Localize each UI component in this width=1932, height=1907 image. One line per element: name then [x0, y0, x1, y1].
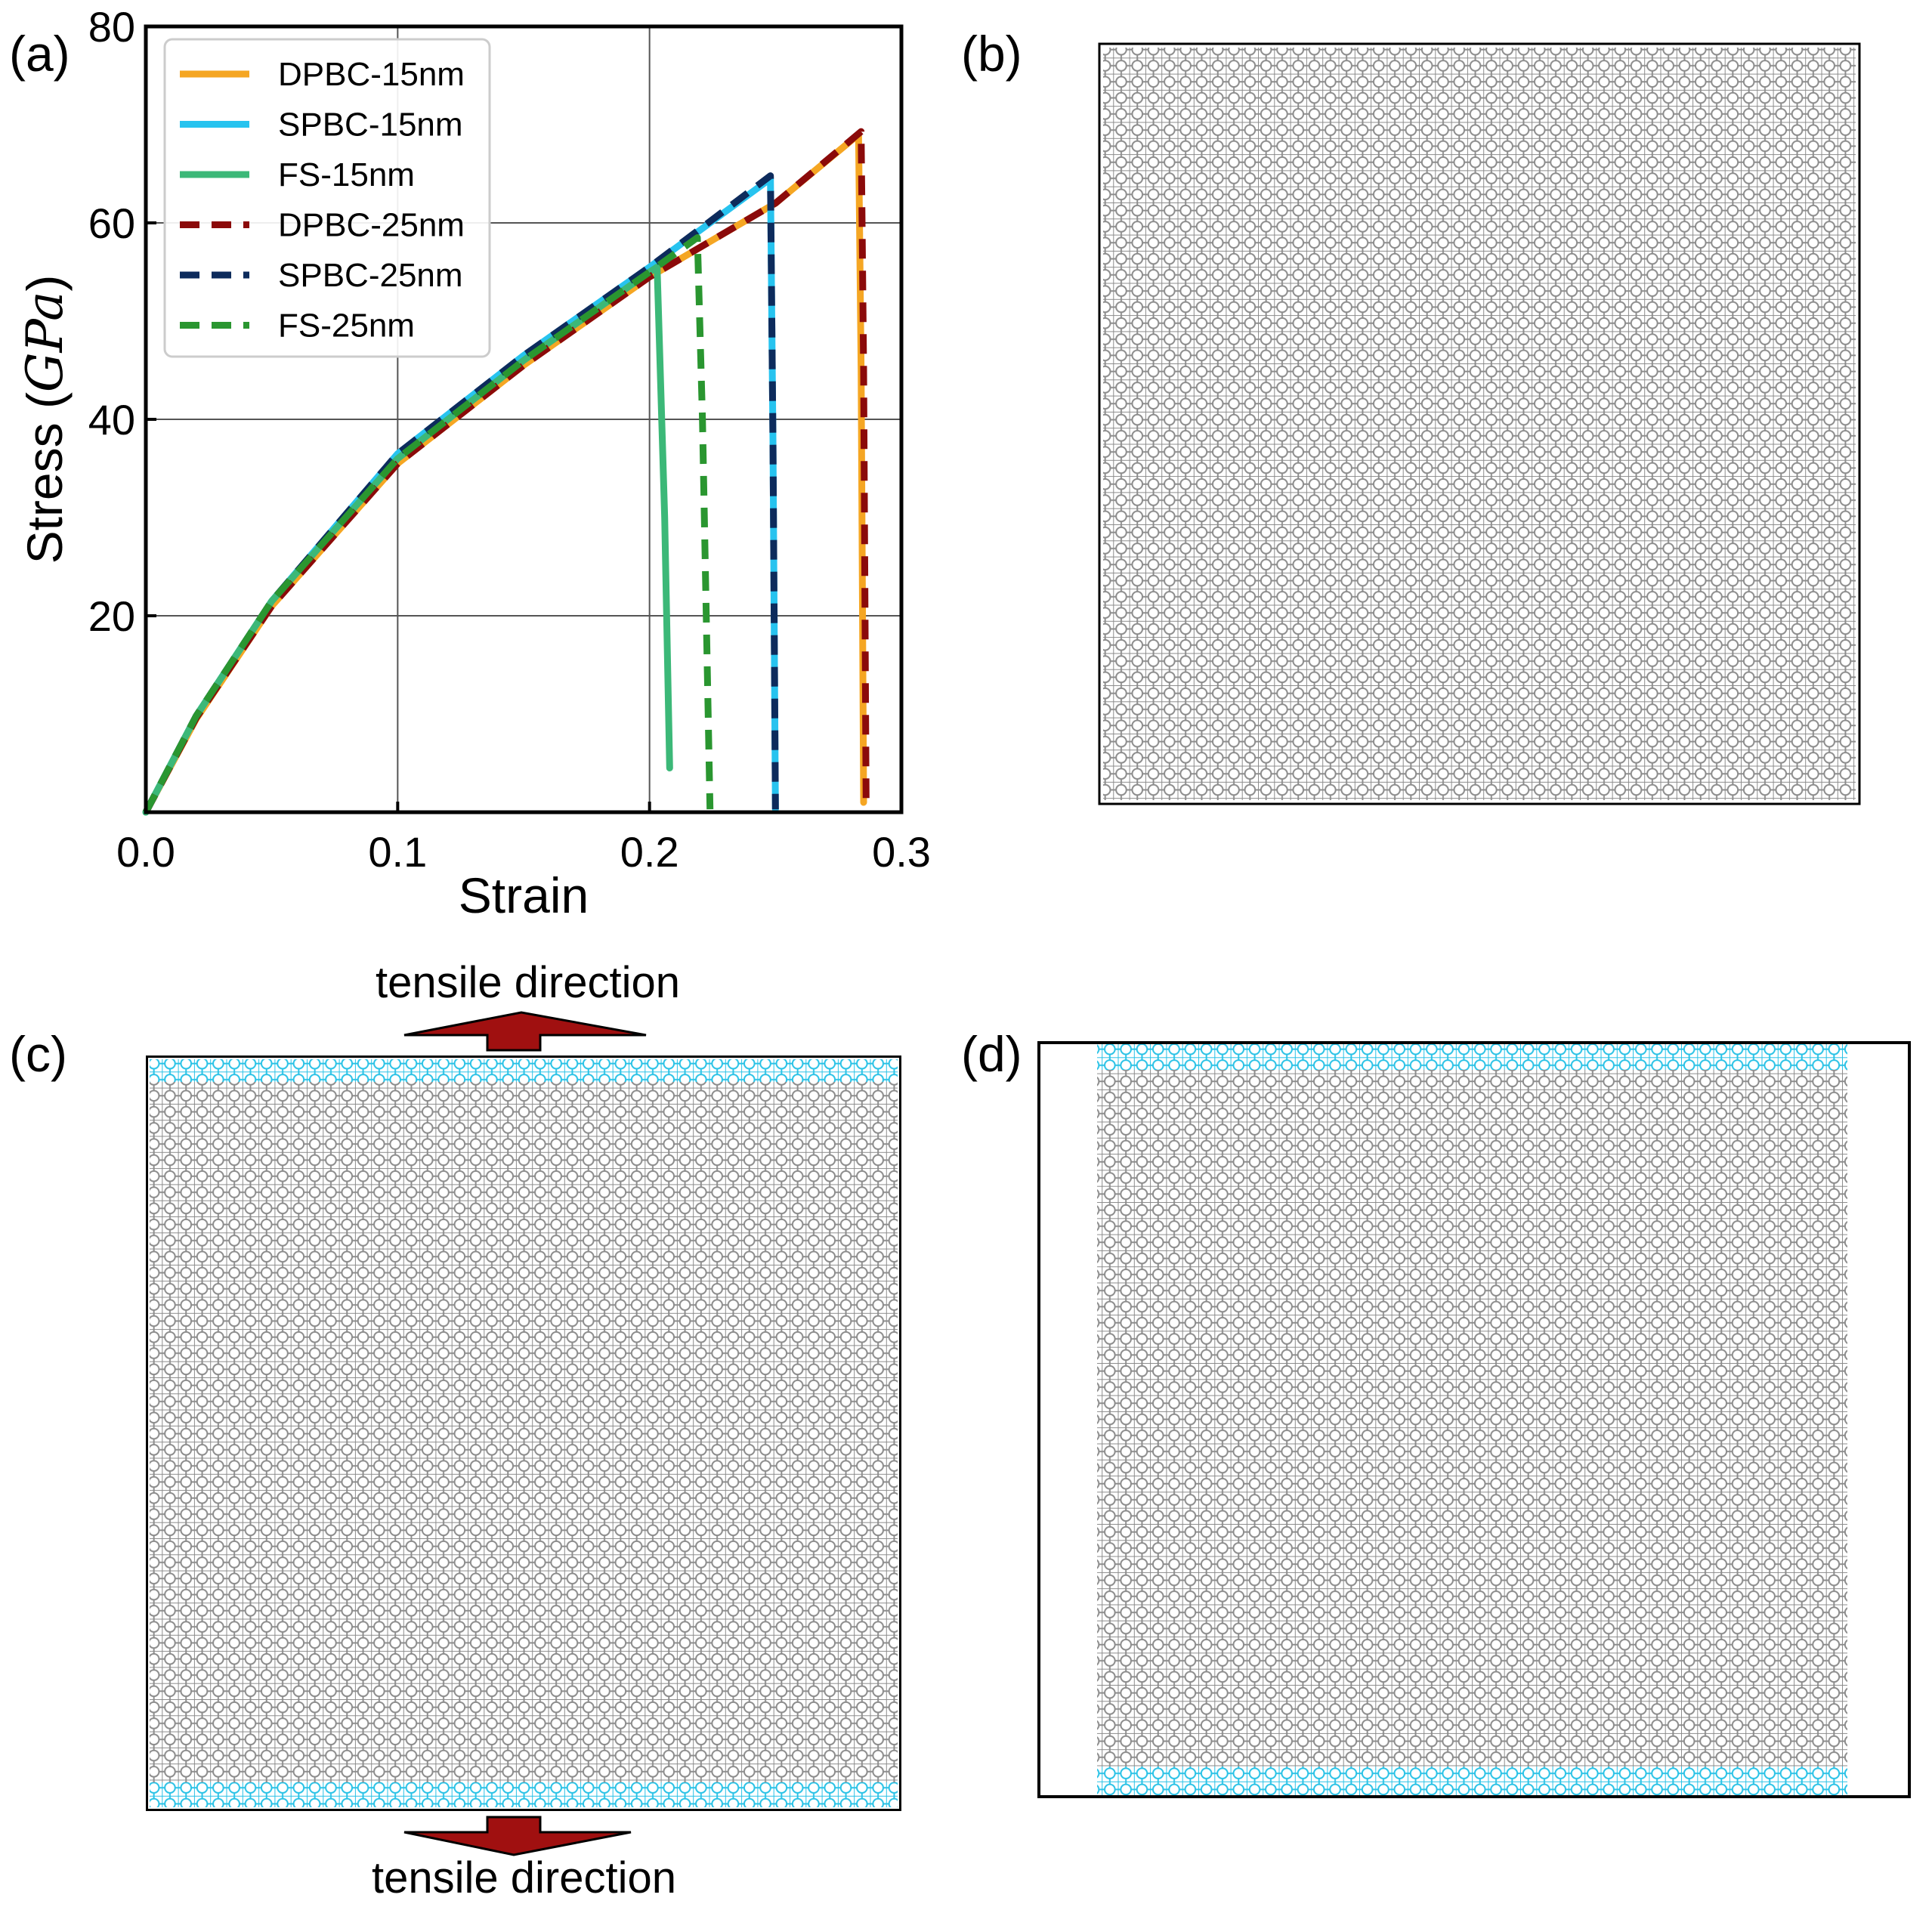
series-line-spbc-25nm	[143, 172, 779, 814]
y-tick-label: 40	[88, 396, 135, 444]
bottom-fixed-layer-pattern	[1097, 1766, 1847, 1795]
series-line-fs-25nm	[143, 234, 714, 814]
lattice-region	[150, 1059, 898, 1807]
tensile-direction-label-top: tensile direction	[376, 958, 680, 1007]
arrow-up-shape	[403, 1011, 647, 1052]
y-tick-label: 80	[88, 3, 135, 51]
legend-entry-label: DPBC-15nm	[278, 56, 465, 93]
legend-entry-label: FS-25nm	[278, 308, 415, 345]
y-tick-label: 20	[88, 592, 135, 640]
tensile-direction-label-bottom: tensile direction	[372, 1853, 676, 1902]
series-line-fs-15nm	[142, 264, 673, 816]
series-lines	[142, 128, 870, 816]
legend-entry-label: DPBC-25nm	[278, 207, 465, 244]
panel-label-c: (c)	[9, 1026, 67, 1082]
legend-entry-label: SPBC-25nm	[278, 257, 463, 294]
arrow-down-shape	[403, 1816, 632, 1856]
x-tick-label: 0.2	[620, 828, 679, 876]
panel-label-b: (b)	[961, 26, 1022, 82]
top-fixed-layer-pattern	[150, 1059, 898, 1082]
x-tick-label: 0.1	[368, 828, 427, 876]
lattice-panel-c	[146, 1055, 901, 1811]
tensile-arrow-bottom	[403, 1816, 632, 1856]
legend-entry-label: FS-15nm	[278, 156, 415, 193]
top-fixed-layer-pattern	[1097, 1044, 1847, 1070]
x-tick-label: 0.0	[116, 828, 175, 876]
panel-label-d: (d)	[961, 1026, 1022, 1082]
axis-ticks: 0.0 0.1 0.2 0.3 20 40 60 80	[88, 3, 931, 876]
lattice-panel-b	[1098, 42, 1861, 805]
y-axis-label: Stress (GPa)	[16, 275, 74, 564]
stress-strain-chart: 0.0 0.1 0.2 0.3 20 40 60 80 Strain Stress (GPa)…	[16, 3, 931, 923]
legend: DPBC-15nm SPBC-15nm FS-15nm DPBC-25nm SPBC-2…	[163, 38, 491, 358]
x-tick-label: 0.3	[872, 828, 931, 876]
bottom-fixed-layer-pattern	[150, 1782, 898, 1807]
panel-label-a: (a)	[9, 26, 70, 82]
tensile-arrow-top	[403, 1011, 647, 1052]
legend-entry-label: SPBC-15nm	[278, 107, 463, 144]
lattice-panel-d	[1037, 1041, 1911, 1798]
lattice-region	[1103, 48, 1856, 800]
x-axis-label: Strain	[459, 867, 589, 923]
lattice-region	[1097, 1044, 1847, 1795]
y-tick-label: 60	[88, 199, 135, 247]
